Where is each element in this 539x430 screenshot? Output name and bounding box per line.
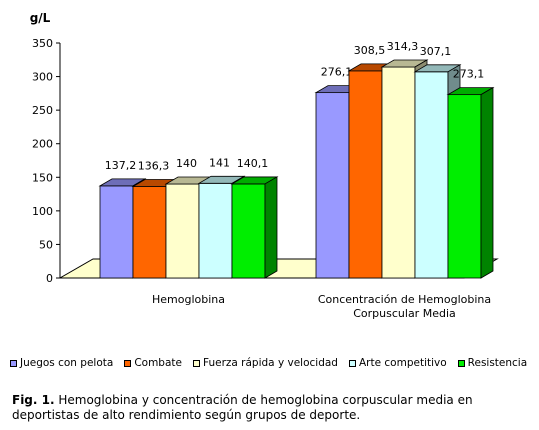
- data-label: 273,1: [453, 68, 485, 81]
- data-label: 141: [209, 156, 230, 169]
- data-label: 140: [176, 157, 197, 170]
- legend-item: Resistencia: [457, 357, 528, 369]
- legend-label: Arte competitivo: [358, 357, 447, 369]
- legend-item: Arte competitivo: [348, 357, 447, 369]
- y-tick-label: 0: [46, 272, 53, 285]
- y-tick-label: 200: [32, 138, 53, 151]
- bar-front: [198, 182, 233, 279]
- data-label: 308,5: [354, 44, 386, 57]
- bar-front: [165, 183, 200, 279]
- bar-front: [447, 94, 482, 279]
- legend-label: Resistencia: [467, 357, 528, 369]
- bar-front: [231, 183, 266, 279]
- x-category-label: Concentración de Hemoglobina: [318, 293, 491, 306]
- y-tick-label: 300: [32, 71, 53, 84]
- data-label: 137,2: [105, 159, 137, 172]
- legend-swatch: [348, 359, 356, 367]
- bar-chart: 0 50 100 150 200 250 300 350 g/L 137,2 136,3 140 141…: [30, 11, 499, 320]
- bar-front: [99, 185, 134, 279]
- figure-caption: Fig. 1. Hemoglobina y concentración de h…: [12, 393, 532, 423]
- legend-swatch: [10, 359, 17, 367]
- data-label: 136,3: [138, 159, 170, 172]
- bar: [230, 176, 279, 279]
- y-axis-unit-label: g/L: [30, 11, 51, 25]
- bar: [446, 86, 495, 279]
- legend-swatch: [457, 359, 465, 367]
- data-label: 276,1: [321, 66, 353, 79]
- bar-front: [132, 186, 167, 279]
- bar-side: [264, 176, 278, 279]
- caption-text: Hemoglobina y concentración de hemoglobi…: [12, 393, 473, 422]
- legend-label: Juegos con pelota: [20, 357, 114, 369]
- legend-item: Combate: [124, 357, 182, 369]
- x-category-label: Hemoglobina: [152, 293, 225, 306]
- y-tick-label: 250: [32, 104, 53, 117]
- caption-label: Fig. 1.: [12, 393, 55, 407]
- bar-front: [381, 66, 416, 279]
- data-label: 314,3: [387, 40, 419, 53]
- chart-legend: Juegos con pelota Combate Fuerza rápida y …: [10, 354, 530, 372]
- legend-swatch: [193, 359, 200, 367]
- bar-front: [414, 71, 449, 279]
- data-label: 140,1: [237, 157, 269, 170]
- legend-item: Fuerza rápida y velocidad: [193, 357, 338, 369]
- x-category-label: Corpuscular Media: [353, 307, 456, 320]
- y-tick-label: 350: [32, 37, 53, 50]
- legend-label: Combate: [134, 357, 182, 369]
- bar-front: [348, 70, 383, 279]
- legend-item: Juegos con pelota: [10, 357, 113, 369]
- y-tick-label: 50: [39, 238, 53, 251]
- legend-label: Fuerza rápida y velocidad: [203, 357, 338, 369]
- bar-side: [480, 86, 494, 279]
- bar-front: [315, 92, 350, 279]
- legend-swatch: [124, 359, 132, 367]
- y-tick-label: 100: [32, 205, 53, 218]
- y-tick-label: 150: [32, 171, 53, 184]
- data-label: 307,1: [420, 45, 452, 58]
